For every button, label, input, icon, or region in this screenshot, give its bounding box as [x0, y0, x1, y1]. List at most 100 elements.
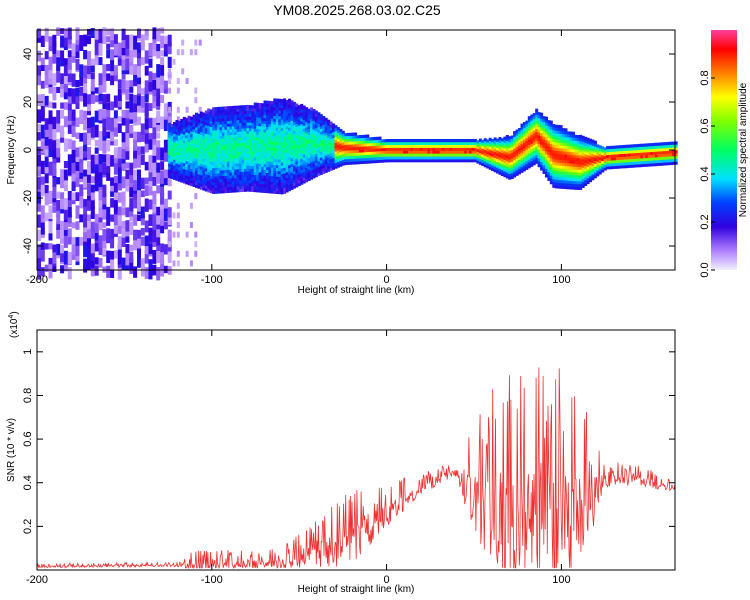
spectrogram-cell [192, 132, 196, 136]
spectrogram-cell [310, 141, 313, 146]
spectrogram-cell [87, 220, 91, 230]
spectrogram-cell [447, 156, 451, 160]
spectrogram-cell [339, 157, 343, 161]
spectrogram-cell [246, 153, 250, 158]
spectrogram-cell [173, 165, 176, 169]
spectrogram-cell [192, 175, 196, 179]
spectrogram-cell [273, 156, 277, 160]
spectrogram-cell [67, 57, 72, 70]
spectrogram-cell [253, 114, 257, 118]
spectrogram-cell [239, 157, 243, 161]
spectrogram-cell [192, 172, 196, 176]
spectrogram-cell [405, 153, 409, 157]
spectrogram-cell [177, 135, 181, 139]
spectrogram-cell [268, 175, 272, 179]
spectrogram-cell [344, 153, 348, 157]
spectrogram-cell [297, 180, 301, 184]
spectrogram-cell [176, 49, 180, 56]
spectrogram-x-tick-label: 100 [552, 274, 570, 286]
spectrogram-cell [452, 147, 455, 151]
spectrogram-cell [354, 132, 358, 136]
spectrogram-cell [522, 133, 526, 137]
spectrogram-cell [420, 144, 424, 148]
spectrogram-cell [295, 146, 299, 150]
spectrogram-cell [189, 202, 193, 209]
spectrogram-cell [52, 116, 57, 130]
spectrogram-cell [217, 158, 220, 162]
spectrogram-cell [317, 132, 321, 136]
spectrogram-cell [295, 169, 299, 173]
spectrogram-cell [593, 175, 597, 179]
spectrogram-cell [650, 157, 654, 161]
spectrogram-cell [75, 87, 80, 97]
spectrogram-cell [530, 126, 534, 130]
spectrogram-cell [486, 139, 490, 143]
spectrogram-cell [246, 176, 250, 181]
spectrogram-cell [239, 128, 243, 132]
spectrogram-cell [547, 134, 551, 138]
spectrogram-cell [581, 144, 585, 148]
spectrogram-cell [307, 117, 311, 121]
spectrogram-cell [63, 207, 68, 220]
spectrogram-cell [275, 115, 279, 120]
spectrogram-cell [322, 162, 326, 166]
spectrogram-cell [562, 165, 566, 169]
spectrogram-cell [613, 160, 617, 164]
spectrogram-cell [611, 165, 614, 170]
spectrogram-cell [510, 141, 514, 145]
spectrogram-cell [170, 135, 174, 139]
spectrogram-cell [56, 243, 61, 256]
spectrogram-cell [496, 161, 499, 165]
spectrogram-cell [244, 105, 247, 109]
spectrogram-cell [559, 130, 563, 134]
spectrogram-cell [449, 139, 453, 143]
spectrogram-cell [75, 244, 80, 256]
spectrogram-cell [266, 175, 269, 179]
spectrogram-cell [542, 153, 546, 157]
spectrogram-cell [266, 190, 269, 194]
spectrogram-cell [137, 199, 141, 212]
spectrogram-cell [537, 152, 541, 156]
spectrogram-cell [251, 151, 255, 155]
spectrogram-cell [290, 186, 294, 190]
spectrogram-cell [214, 158, 218, 163]
spectrogram-cell [44, 170, 49, 178]
spectrogram-cell [152, 42, 157, 50]
spectrogram-cell [581, 173, 585, 177]
spectrogram-cell [513, 133, 517, 138]
spectrogram-cell [212, 185, 216, 189]
spectrogram-cell [67, 35, 72, 45]
spectrogram-cell [129, 251, 134, 263]
spectrogram-cell [459, 153, 463, 157]
spectrogram-cell [177, 120, 181, 125]
spectrogram-cell [496, 164, 499, 168]
spectrogram-cell [234, 143, 238, 147]
spectrogram-cell [231, 126, 235, 130]
spectrogram-cell [562, 142, 566, 146]
spectrogram-cell [273, 176, 277, 180]
spectrogram-cell [285, 157, 289, 161]
spectrogram-cell [300, 112, 304, 116]
spectrogram-cell [110, 228, 115, 239]
spectrogram-cell [285, 125, 289, 130]
spectrogram-cell [488, 163, 492, 167]
spectrogram-cell [241, 125, 245, 129]
spectrogram-cell [280, 171, 284, 175]
spectrogram-cell [241, 174, 245, 178]
spectrogram-cell [241, 154, 245, 158]
spectrogram-cell [261, 140, 265, 144]
spectrogram-cell [295, 123, 299, 127]
spectrogram-cell [125, 183, 130, 192]
spectrogram-cell [241, 151, 245, 155]
spectrogram-cell [503, 165, 507, 169]
spectrogram-cell [608, 160, 612, 164]
spectrogram-cell [207, 160, 211, 164]
spectrogram-cell [209, 120, 213, 125]
spectrogram-cell [285, 174, 289, 179]
spectrogram-cell [221, 118, 225, 122]
spectrogram-cell [557, 171, 561, 175]
spectrogram-cell [317, 158, 321, 162]
spectrogram-cell [121, 132, 126, 143]
spectrogram-cell [180, 176, 184, 180]
spectrogram-cell [270, 104, 274, 108]
